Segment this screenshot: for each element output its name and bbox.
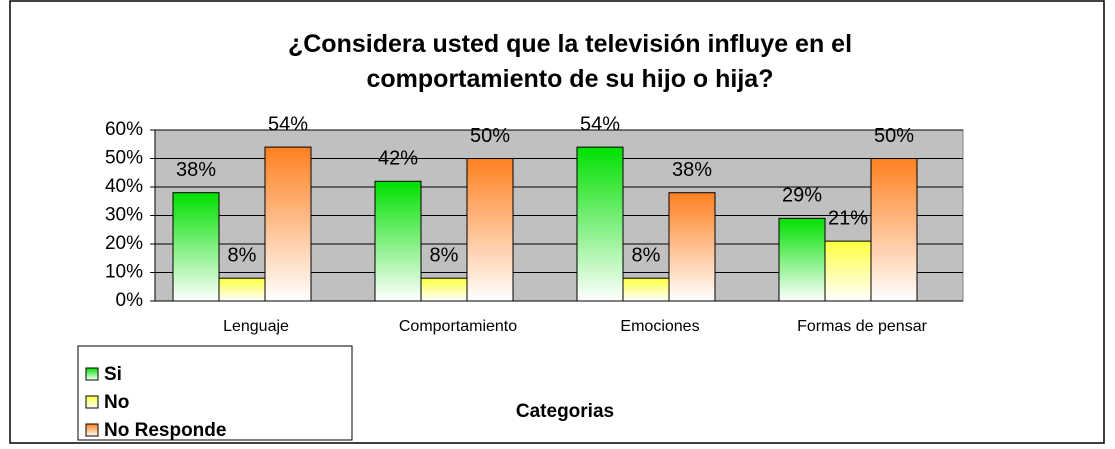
x-tick-label: Emociones [620, 318, 699, 335]
bar [264, 146, 312, 302]
value-label: 50% [470, 125, 510, 147]
legend-swatch [85, 423, 99, 437]
bar [172, 192, 220, 302]
bar [778, 217, 826, 302]
value-label: 38% [672, 159, 712, 181]
bar [374, 180, 422, 302]
value-label: 54% [580, 113, 620, 135]
y-tick-label: 40% [105, 176, 143, 197]
x-tick-label: Formas de pensar [797, 318, 928, 335]
bar [218, 277, 266, 302]
legend-swatch [85, 367, 99, 381]
value-label: 50% [874, 125, 914, 147]
value-label: 8% [632, 244, 661, 266]
y-tick-label: 10% [105, 262, 143, 283]
bar [466, 158, 514, 302]
y-tick-label: 50% [105, 148, 143, 169]
legend-label: Si [104, 364, 122, 385]
value-label: 8% [228, 244, 257, 266]
y-tick-label: 20% [105, 233, 143, 254]
value-label: 54% [268, 113, 308, 135]
bar [420, 277, 468, 302]
x-tick-label: Comportamiento [399, 318, 517, 335]
value-label: 8% [430, 244, 459, 266]
bar [576, 146, 624, 302]
x-tick-label: Lenguaje [223, 318, 289, 335]
x-axis-title: Categorias [516, 401, 614, 422]
bar [622, 277, 670, 302]
bar [824, 240, 872, 302]
y-tick-label: 60% [105, 119, 143, 140]
y-tick-label: 30% [105, 205, 143, 226]
legend-label: No [104, 392, 129, 413]
chart-title: ¿Considera usted que la televisión influ… [288, 30, 852, 93]
value-label: 42% [378, 148, 418, 170]
legend-swatch [85, 395, 99, 409]
value-label: 38% [176, 159, 216, 181]
value-label: 21% [828, 207, 868, 229]
legend-box [77, 345, 353, 441]
legend-label: No Responde [104, 420, 226, 441]
bar [668, 192, 716, 302]
bar [870, 158, 918, 302]
value-label: 29% [782, 185, 822, 207]
y-tick-label: 0% [116, 290, 144, 311]
